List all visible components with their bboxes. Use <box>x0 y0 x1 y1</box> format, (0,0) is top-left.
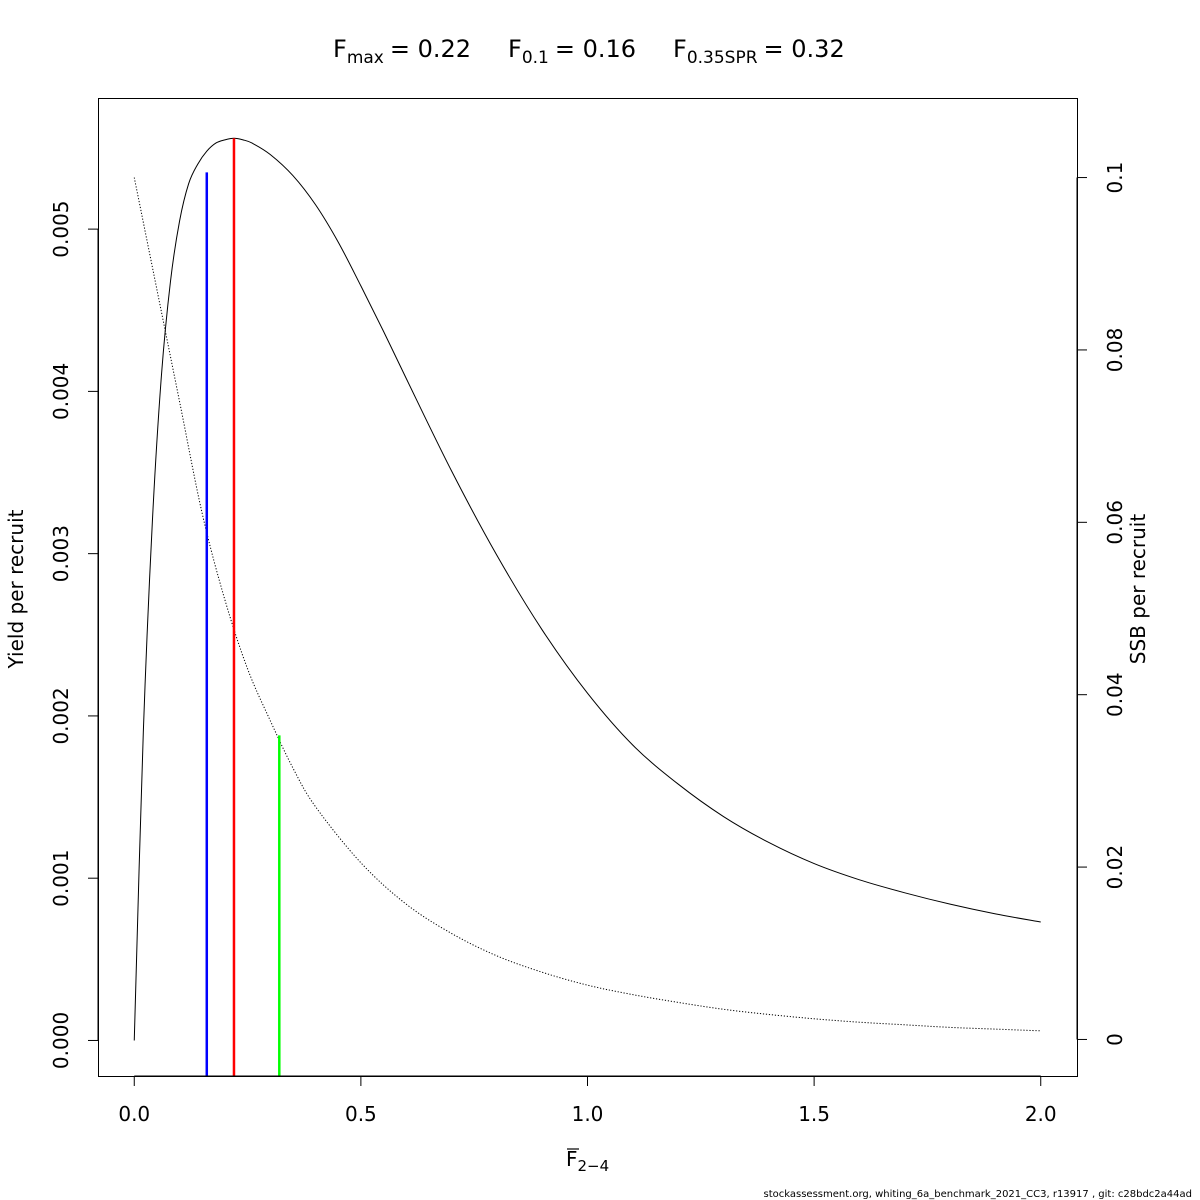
title-fmax-value: = 0.22 <box>390 35 471 63</box>
title-fspr-value: = 0.32 <box>764 35 845 63</box>
y-axis-right: 0 0.02 0.04 0.06 0.08 0.1 <box>1076 162 1127 1046</box>
x-tick-label: 1.5 <box>798 1102 830 1126</box>
title-fmax-label: F <box>333 35 347 63</box>
x-axis-label-text: F <box>566 1147 578 1171</box>
y-tick-label: 0.000 <box>49 1012 73 1069</box>
title-fspr-label: F <box>673 35 687 63</box>
x-axis: 0.0 0.5 1.0 1.5 2.0 <box>118 1075 1057 1126</box>
title-f01-value: = 0.16 <box>555 35 636 63</box>
y-tick-label: 0.002 <box>49 687 73 744</box>
y2-tick-label: 0.06 <box>1103 500 1127 545</box>
y-tick-label: 0.001 <box>49 850 73 907</box>
reference-lines <box>205 138 281 1076</box>
y-tick-label: 0.004 <box>49 363 73 420</box>
yield-per-recruit-line <box>133 137 1041 1041</box>
y2-axis-label: SSB per recruit <box>1126 514 1150 665</box>
y2-tick-label: 0.08 <box>1103 328 1127 373</box>
series-layer <box>133 137 1041 1041</box>
svg-text:F0.35SPR= 0.32: F0.35SPR = 0.32 <box>673 35 845 68</box>
y2-tick-label: 0 <box>1103 1033 1127 1046</box>
plot-frame <box>98 98 1078 1077</box>
ssb-per-recruit-line <box>133 177 1041 1032</box>
chart-title: Fmax = 0.22 F0.1 = 0.16 F0.35SPR = 0.32 <box>333 35 845 68</box>
x-tick-label: 0.0 <box>118 1102 150 1126</box>
x-tick-label: 2.0 <box>1025 1102 1057 1126</box>
y-axis-left: 0.000 0.001 0.002 0.003 0.004 0.005 <box>49 200 99 1069</box>
footer-text: stockassessment.org, whiting_6a_benchmar… <box>764 1189 1192 1200</box>
svg-text:F2−4: F2−4 <box>566 1147 609 1175</box>
y2-tick-label: 0.1 <box>1103 162 1127 194</box>
x-axis-label-sub: 2−4 <box>578 1157 610 1175</box>
y-tick-label: 0.003 <box>49 525 73 582</box>
svg-text:Fmax= 0.22: Fmax = 0.22 <box>333 35 471 68</box>
svg-text:F0.1= 0.16: F0.1 = 0.16 <box>508 35 636 68</box>
title-fmax-sub: max <box>347 48 384 68</box>
y-axis-label: Yield per recruit <box>4 509 28 669</box>
title-f01-sub: 0.1 <box>522 48 549 68</box>
x-tick-label: 1.0 <box>572 1102 604 1126</box>
x-axis-label: F2−4 <box>566 1147 609 1175</box>
y2-tick-label: 0.04 <box>1103 672 1127 717</box>
title-f01-label: F <box>508 35 522 63</box>
y-tick-label: 0.005 <box>49 200 73 257</box>
y2-tick-label: 0.02 <box>1103 845 1127 890</box>
x-tick-label: 0.5 <box>345 1102 377 1126</box>
title-fspr-sub: 0.35SPR <box>687 48 758 68</box>
